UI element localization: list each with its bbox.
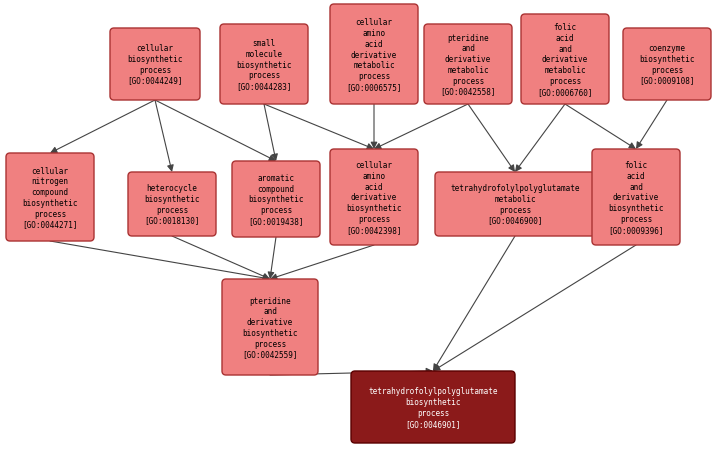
FancyBboxPatch shape	[592, 150, 680, 246]
Text: tetrahydrofolylpolyglutamate
metabolic
process
[GO:0046900]: tetrahydrofolylpolyglutamate metabolic p…	[451, 184, 580, 225]
FancyBboxPatch shape	[435, 173, 595, 236]
Text: folic
acid
and
derivative
metabolic
process
[GO:0006760]: folic acid and derivative metabolic proc…	[537, 23, 593, 96]
Text: aromatic
compound
biosynthetic
process
[GO:0019438]: aromatic compound biosynthetic process […	[248, 174, 304, 225]
FancyBboxPatch shape	[6, 154, 94, 241]
FancyBboxPatch shape	[110, 29, 200, 101]
FancyBboxPatch shape	[128, 173, 216, 236]
Text: coenzyme
biosynthetic
process
[GO:0009108]: coenzyme biosynthetic process [GO:000910…	[639, 44, 695, 85]
FancyBboxPatch shape	[351, 371, 515, 443]
FancyBboxPatch shape	[232, 162, 320, 237]
Text: heterocycle
biosynthetic
process
[GO:0018130]: heterocycle biosynthetic process [GO:001…	[144, 184, 200, 225]
Text: cellular
biosynthetic
process
[GO:0044249]: cellular biosynthetic process [GO:004424…	[127, 44, 183, 85]
FancyBboxPatch shape	[330, 150, 418, 246]
FancyBboxPatch shape	[222, 280, 318, 375]
FancyBboxPatch shape	[521, 15, 609, 105]
FancyBboxPatch shape	[220, 25, 308, 105]
Text: pteridine
and
derivative
metabolic
process
[GO:0042558]: pteridine and derivative metabolic proce…	[440, 34, 496, 96]
FancyBboxPatch shape	[623, 29, 711, 101]
Text: cellular
nitrogen
compound
biosynthetic
process
[GO:0044271]: cellular nitrogen compound biosynthetic …	[22, 166, 78, 229]
Text: pteridine
and
derivative
biosynthetic
process
[GO:0042559]: pteridine and derivative biosynthetic pr…	[243, 296, 297, 358]
FancyBboxPatch shape	[330, 5, 418, 105]
Text: tetrahydrofolylpolyglutamate
biosynthetic
process
[GO:0046901]: tetrahydrofolylpolyglutamate biosyntheti…	[368, 386, 497, 428]
Text: small
molecule
biosynthetic
process
[GO:0044283]: small molecule biosynthetic process [GO:…	[236, 39, 292, 91]
Text: cellular
amino
acid
derivative
biosynthetic
process
[GO:0042398]: cellular amino acid derivative biosynthe…	[347, 161, 401, 234]
FancyBboxPatch shape	[424, 25, 512, 105]
Text: folic
acid
and
derivative
biosynthetic
process
[GO:0009396]: folic acid and derivative biosynthetic p…	[608, 161, 664, 234]
Text: cellular
amino
acid
derivative
metabolic
process
[GO:0006575]: cellular amino acid derivative metabolic…	[347, 18, 401, 91]
